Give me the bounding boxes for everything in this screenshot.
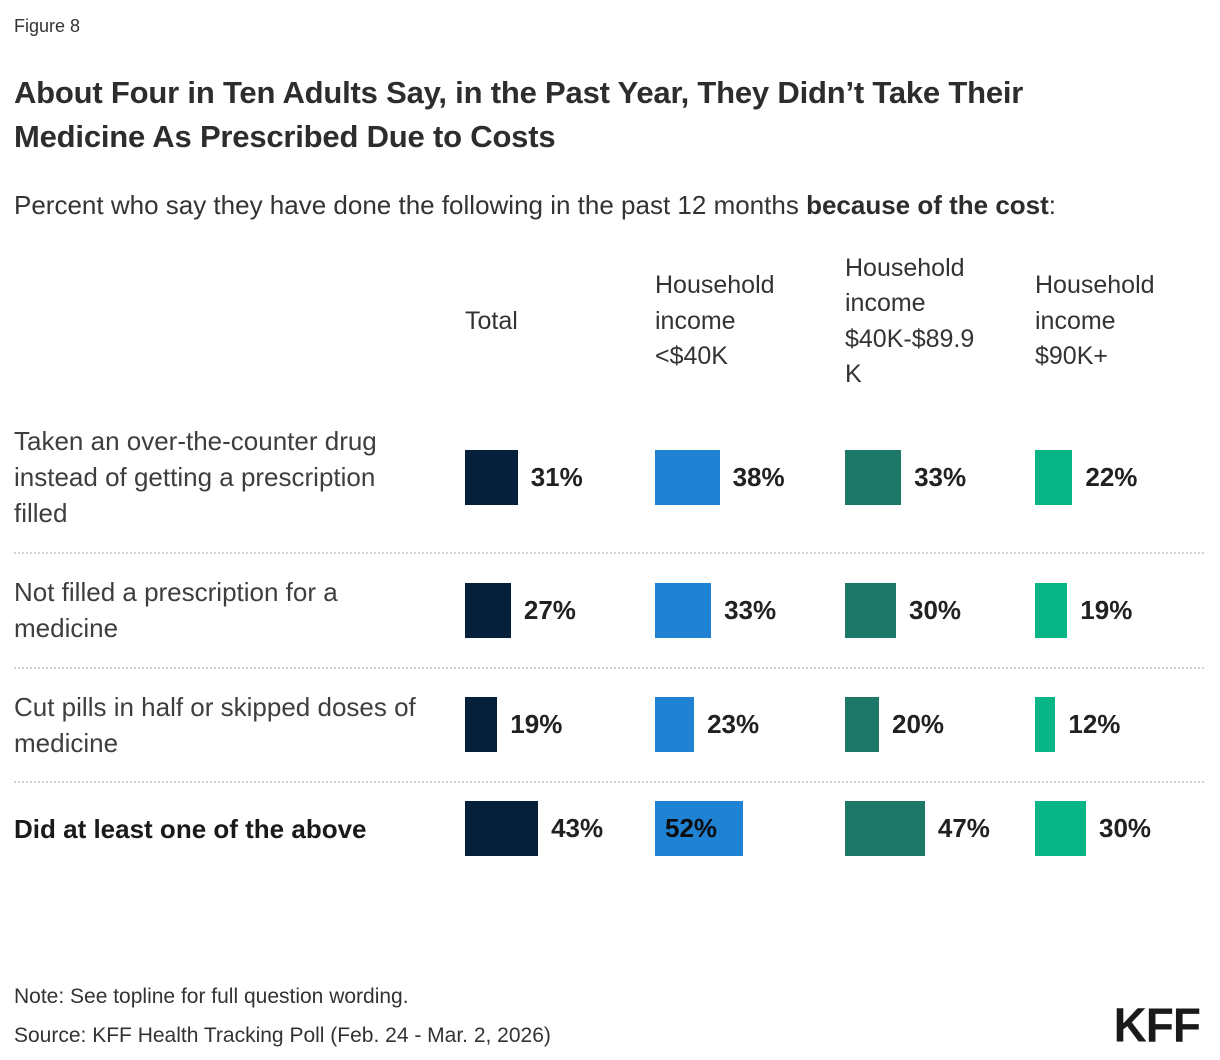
value-label: 12% <box>1068 709 1121 740</box>
value-label: 19% <box>1080 594 1133 625</box>
column-header-row: Total Household income <$40K Household inc… <box>14 241 1204 403</box>
column-header-total: Total <box>465 306 518 335</box>
bar <box>1035 449 1073 505</box>
bar <box>465 582 511 638</box>
bar <box>465 449 518 505</box>
bar-cell: 43% <box>465 801 655 857</box>
bar-cell: 30% <box>1035 801 1204 857</box>
value-label: 31% <box>530 461 583 492</box>
chart-rows: Taken an over-the-counter drug instead o… <box>14 403 1204 877</box>
value-label: 22% <box>1085 461 1138 492</box>
page-title: About Four in Ten Adults Say, in the Pas… <box>14 75 1024 155</box>
value-label: 27% <box>523 594 576 625</box>
bar-cell: 33% <box>655 582 845 638</box>
bar-cell: 30% <box>845 582 1035 638</box>
chart-footer: Note: See topline for full question word… <box>14 985 1201 1054</box>
value-label: 38% <box>732 461 785 492</box>
row-label: Cut pills in half or skipped doses of me… <box>14 691 416 758</box>
chart-row: Cut pills in half or skipped doses of me… <box>14 669 1204 784</box>
page-subtitle: Percent who say they have done the follo… <box>14 185 1204 227</box>
figure-label: Figure 8 <box>14 16 81 36</box>
value-label: 30% <box>909 594 962 625</box>
bar <box>465 801 539 857</box>
bar-cell: 22% <box>1035 449 1204 505</box>
value-label: 52% <box>665 813 718 844</box>
value-label: 30% <box>1099 813 1152 844</box>
bar-cell: 47% <box>845 801 1035 857</box>
bar-cell: 19% <box>1035 582 1204 638</box>
bar <box>1035 582 1068 638</box>
bar-cell: 12% <box>1035 697 1204 753</box>
value-label: 43% <box>551 813 604 844</box>
value-label: 23% <box>707 709 760 740</box>
kff-logo: KFF <box>1113 997 1201 1053</box>
note-text: Note: See topline for full question word… <box>14 985 409 1008</box>
bar-cell: 23% <box>655 697 845 753</box>
source-text: Source: KFF Health Tracking Poll (Feb. 2… <box>14 1024 551 1047</box>
value-label: 20% <box>892 709 945 740</box>
bar-chart: Total Household income <$40K Household inc… <box>14 241 1204 877</box>
bar-cell: 31% <box>465 449 655 505</box>
chart-row: Not filled a prescription for a medicine… <box>14 554 1204 669</box>
bar-cell: 33% <box>845 449 1035 505</box>
bar-cell: 19% <box>465 697 655 753</box>
value-label: 47% <box>937 813 990 844</box>
chart-row: Did at least one of the above 43% 52% 47% 30… <box>14 783 1204 876</box>
bar-cell: 52% <box>655 801 845 857</box>
subtitle-colon: : <box>1048 190 1057 221</box>
bar <box>845 582 896 638</box>
value-label: 33% <box>724 594 777 625</box>
bar <box>845 801 925 857</box>
subtitle-text: Percent who say they have done the follo… <box>14 190 807 221</box>
column-header-household-income-40k: Household income <$40K <box>655 271 775 371</box>
column-header-household-income-40k-89-9k: Household income $40K-$89.9K <box>845 253 975 389</box>
bar <box>655 582 712 638</box>
bar <box>655 697 695 753</box>
bar <box>465 697 498 753</box>
chart-row: Taken an over-the-counter drug instead o… <box>14 403 1204 554</box>
bar <box>845 449 902 505</box>
bar <box>845 697 879 753</box>
value-label: 19% <box>510 709 563 740</box>
row-label: Taken an over-the-counter drug instead o… <box>14 425 377 529</box>
subtitle-bold-text: because of the cost <box>806 190 1049 221</box>
column-header-household-income-90k: Household income $90K+ <box>1035 271 1155 371</box>
bar-cell: 38% <box>655 449 845 505</box>
bar <box>1035 801 1086 857</box>
bar <box>1035 697 1056 753</box>
row-label: Not filled a prescription for a medicine <box>14 576 338 644</box>
value-label: 33% <box>914 461 967 492</box>
row-label: Did at least one of the above <box>14 813 367 844</box>
bar: 52% <box>655 801 744 857</box>
bar <box>655 449 720 505</box>
bar-cell: 20% <box>845 697 1035 753</box>
footnotes: Note: See topline for full question word… <box>14 985 551 1054</box>
bar-cell: 27% <box>465 582 655 638</box>
